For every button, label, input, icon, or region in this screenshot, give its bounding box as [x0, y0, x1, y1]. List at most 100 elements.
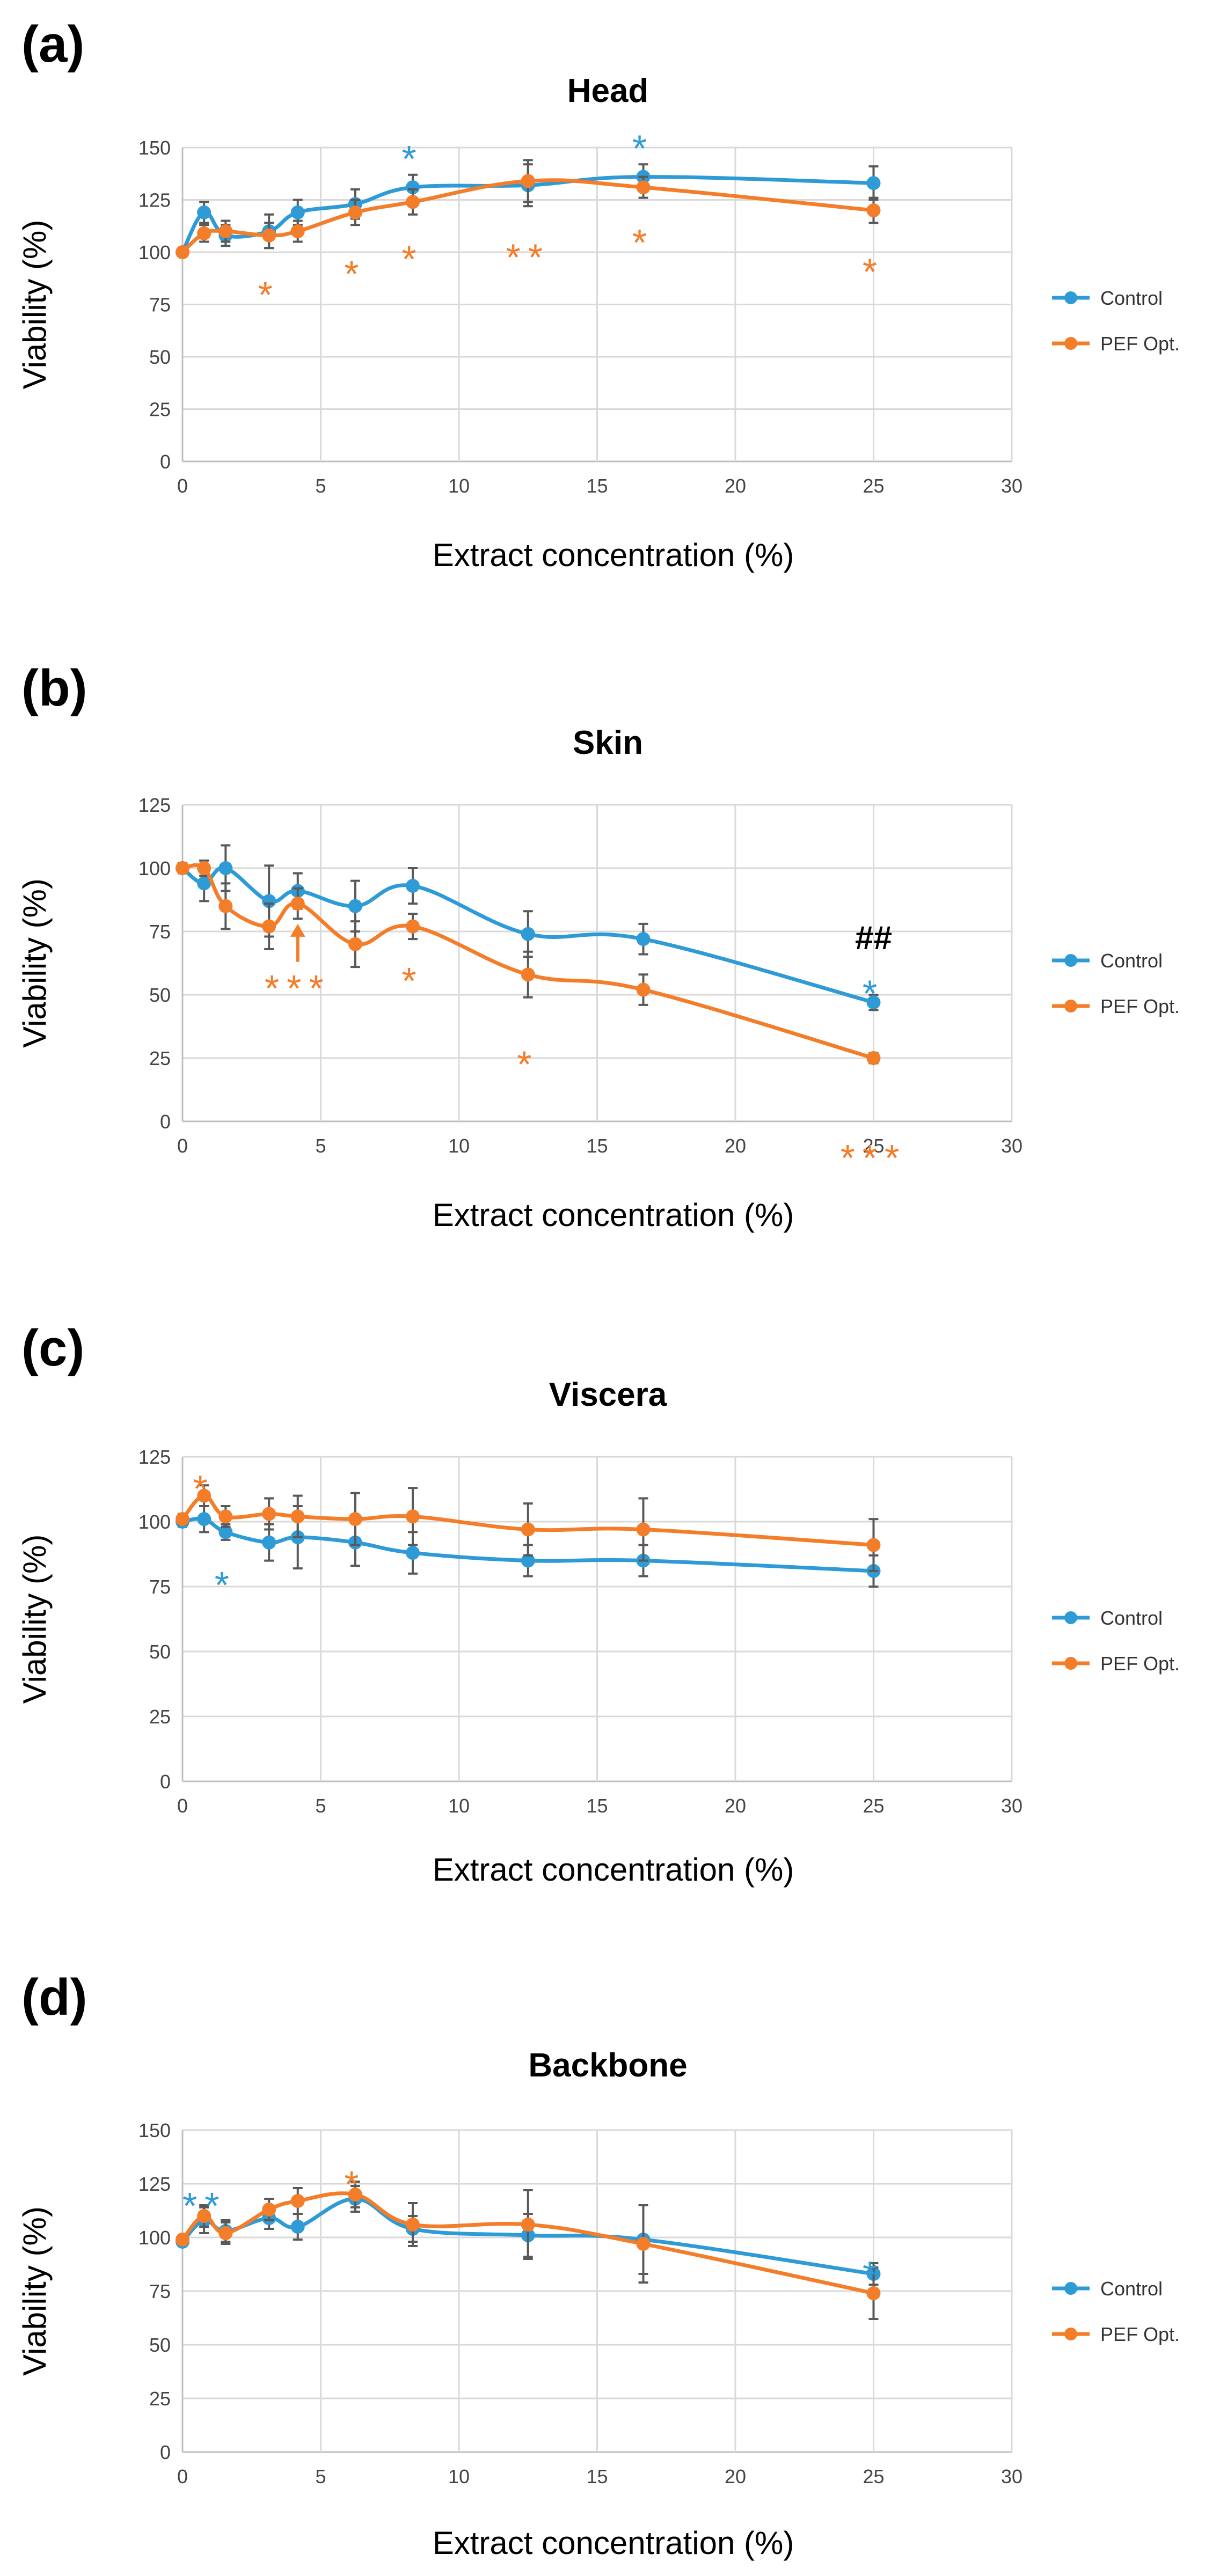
data-point	[521, 967, 535, 982]
data-point	[176, 2233, 189, 2247]
y-tick-label: 50	[149, 1641, 171, 1663]
x-tick-label: 20	[725, 2465, 746, 2487]
significance-asterisk: **	[506, 236, 550, 278]
y-tick-label: 50	[149, 2334, 171, 2356]
data-point	[290, 2194, 305, 2208]
y-axis-label: Viability (%)	[17, 2206, 53, 2376]
data-point	[636, 180, 651, 195]
significance-asterisk: **	[182, 2185, 227, 2227]
x-tick-label: 25	[863, 1795, 884, 1817]
legend-label: PEF Opt.	[1100, 2323, 1180, 2345]
x-tick-label: 15	[586, 1795, 608, 1817]
x-tick-label: 0	[177, 2465, 188, 2487]
x-tick-label: 30	[1001, 1795, 1022, 1817]
x-axis-label: Extract concentration (%)	[433, 1197, 794, 1233]
x-tick-label: 20	[725, 1135, 746, 1157]
data-point	[636, 1522, 651, 1537]
data-point	[636, 2237, 651, 2251]
y-tick-label: 75	[149, 294, 171, 316]
significance-asterisk: *	[863, 251, 885, 293]
legend-marker	[1064, 2328, 1077, 2340]
data-point	[521, 174, 535, 188]
y-tick-label: 150	[138, 137, 171, 159]
x-tick-label: 15	[586, 2465, 608, 2487]
legend-marker	[1064, 291, 1077, 304]
data-point	[218, 224, 233, 238]
data-point	[197, 1488, 211, 1503]
y-tick-label: 100	[138, 857, 171, 879]
chart-title: Viscera	[549, 1376, 667, 1413]
x-tick-label: 25	[863, 1135, 884, 1157]
data-point	[348, 2188, 362, 2201]
data-point	[176, 245, 189, 259]
significance-asterisk: ***	[265, 967, 331, 1009]
significance-asterisk: *	[517, 1044, 539, 1085]
data-point	[176, 1512, 189, 1526]
legend-marker	[1064, 954, 1077, 967]
data-point	[405, 2218, 420, 2232]
panel-label: (c)	[21, 1319, 84, 1377]
significance-asterisk: *	[632, 222, 654, 263]
significance-asterisk: *	[863, 972, 885, 1014]
data-point	[348, 899, 362, 913]
data-point	[290, 2220, 305, 2234]
y-tick-label: 0	[160, 2441, 171, 2463]
legend-label: PEF Opt.	[1100, 1653, 1180, 1675]
x-tick-label: 10	[448, 1795, 470, 1817]
legend-label: Control	[1100, 2278, 1163, 2300]
legend-label: PEF Opt.	[1100, 995, 1180, 1017]
data-point	[405, 195, 420, 209]
y-tick-label: 0	[160, 1771, 171, 1793]
data-point	[197, 205, 211, 219]
chart-panel: (d) Backbone 0 25 50 75 100 125 150 0 5 10 15 20 25 30 E…	[17, 1969, 1180, 2561]
significance-asterisk: *	[401, 960, 423, 1002]
data-point	[866, 203, 881, 217]
data-point	[262, 2203, 276, 2217]
y-tick-label: 0	[160, 1111, 171, 1133]
legend-marker	[1064, 2282, 1077, 2295]
significance-asterisk: *	[863, 2254, 885, 2295]
y-tick-label: 100	[138, 1511, 171, 1533]
data-point	[521, 1522, 535, 1537]
data-point	[405, 919, 420, 934]
panel-label: (d)	[21, 1969, 87, 2026]
y-tick-label: 25	[149, 1706, 171, 1728]
data-point	[405, 1509, 420, 1524]
data-point	[348, 937, 362, 951]
x-tick-label: 10	[448, 475, 470, 497]
significance-asterisk: *	[401, 238, 423, 280]
y-tick-label: 125	[138, 1446, 171, 1468]
data-point	[290, 897, 305, 911]
x-tick-label: 5	[315, 2465, 326, 2487]
data-point	[218, 1509, 233, 1524]
data-point	[218, 1525, 233, 1539]
data-point	[262, 919, 276, 934]
y-tick-label: 100	[138, 241, 171, 263]
x-tick-label: 0	[177, 475, 188, 497]
x-tick-label: 15	[586, 475, 608, 497]
y-tick-label: 125	[138, 189, 171, 211]
x-tick-label: 15	[586, 1135, 608, 1157]
significance-asterisk: *	[193, 1468, 215, 1510]
data-point	[521, 2218, 535, 2232]
y-tick-label: 125	[138, 794, 171, 816]
data-point	[290, 1509, 305, 1524]
x-axis-label: Extract concentration (%)	[433, 537, 794, 573]
significance-asterisk: *	[344, 253, 366, 295]
x-tick-label: 10	[448, 2465, 470, 2487]
x-tick-label: 30	[1001, 475, 1022, 497]
data-point	[197, 226, 211, 240]
data-point	[262, 228, 276, 243]
x-tick-label: 30	[1001, 1135, 1022, 1157]
data-point	[636, 982, 651, 997]
legend-marker	[1064, 1657, 1077, 1670]
x-tick-label: 5	[315, 475, 326, 497]
x-tick-label: 10	[448, 1135, 470, 1157]
x-axis-label: Extract concentration (%)	[433, 1852, 794, 1888]
legend-label: PEF Opt.	[1100, 333, 1180, 355]
chart-title: Head	[567, 72, 649, 109]
legend-marker	[1064, 337, 1077, 350]
data-point	[866, 1538, 881, 1552]
x-tick-label: 20	[725, 1795, 746, 1817]
